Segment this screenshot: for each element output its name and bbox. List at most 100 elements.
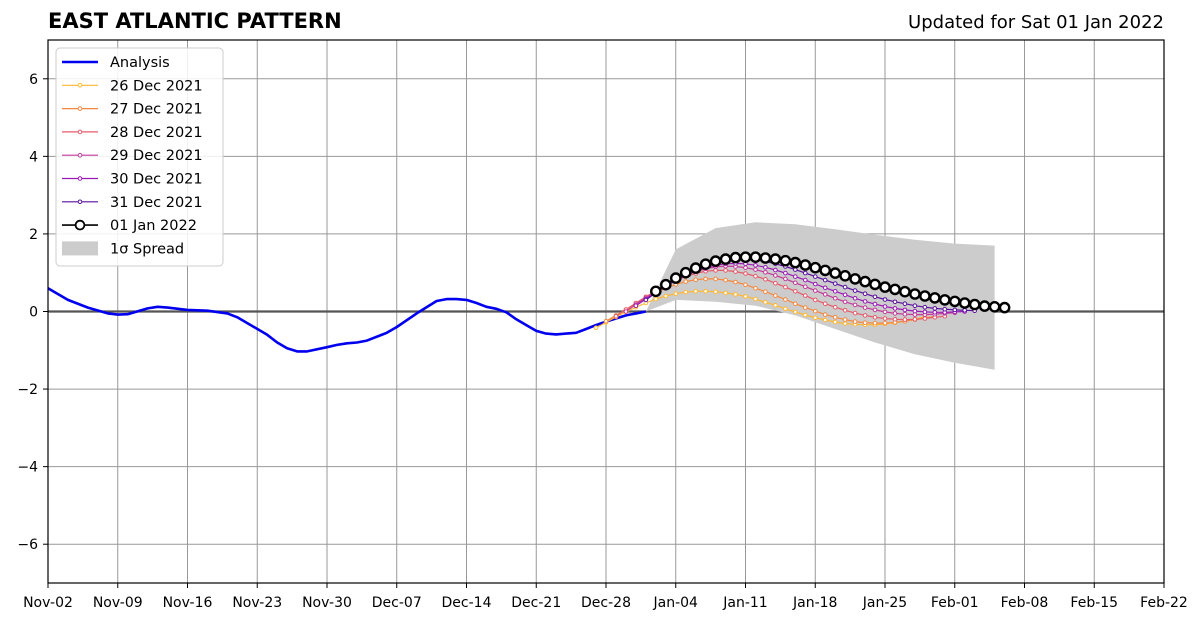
forecast-point xyxy=(643,297,649,303)
forecast-point xyxy=(832,319,838,325)
legend-label: 31 Dec 2021 xyxy=(110,195,203,211)
forecast-point xyxy=(882,309,888,315)
forecast-point xyxy=(822,301,828,307)
legend-label: 27 Dec 2021 xyxy=(110,102,203,118)
legend-label: 01 Jan 2022 xyxy=(110,218,197,234)
forecast-point xyxy=(909,288,921,300)
forecast-point xyxy=(852,302,858,308)
forecast-point xyxy=(753,296,758,302)
forecast-point xyxy=(842,299,848,305)
forecast-point xyxy=(719,253,732,265)
forecast-point xyxy=(832,296,838,301)
forecast-point xyxy=(593,325,599,331)
forecast-point xyxy=(763,265,768,270)
forecast-point xyxy=(793,301,798,307)
x-tick-label: Nov-16 xyxy=(163,595,213,611)
forecast-point xyxy=(939,294,951,306)
forecast-point xyxy=(803,312,808,318)
forecast-point xyxy=(789,256,802,269)
forecast-point xyxy=(660,278,672,291)
forecast-point xyxy=(743,265,748,271)
forecast-point xyxy=(813,288,818,293)
x-tick-label: Feb-01 xyxy=(931,595,979,611)
forecast-point xyxy=(872,294,878,300)
forecast-point xyxy=(703,289,708,294)
forecast-point xyxy=(822,285,828,291)
y-tick-label: 4 xyxy=(29,149,38,165)
forecast-point xyxy=(822,292,828,297)
forecast-point xyxy=(653,296,659,302)
forecast-point xyxy=(773,273,778,278)
forecast-point xyxy=(998,301,1011,314)
forecast-point xyxy=(703,276,708,282)
y-tick-label: 0 xyxy=(29,305,38,321)
forecast-point xyxy=(759,252,772,264)
forecast-point xyxy=(882,304,888,309)
legend-label: 1σ Spread xyxy=(110,241,184,257)
forecast-point xyxy=(713,276,718,282)
forecast-point xyxy=(829,267,842,279)
forecast-point xyxy=(613,313,619,319)
forecast-point xyxy=(813,297,818,303)
forecast-line xyxy=(595,290,926,329)
forecast-point xyxy=(932,310,938,315)
forecast-point xyxy=(929,292,941,304)
forecast-point xyxy=(813,274,818,279)
forecast-point xyxy=(852,296,858,301)
forecast-point xyxy=(882,316,888,321)
forecast-point xyxy=(902,317,908,322)
legend-marker xyxy=(77,83,83,88)
forecast-point xyxy=(902,311,908,317)
forecast-point xyxy=(783,306,788,312)
forecast-point xyxy=(978,300,991,312)
forecast-point xyxy=(819,264,832,277)
forecast-point xyxy=(922,316,928,321)
forecast-point xyxy=(809,261,822,274)
forecast-point xyxy=(773,280,778,286)
x-tick-label: Feb-08 xyxy=(1001,595,1049,611)
legend-box xyxy=(55,47,224,267)
forecast-point xyxy=(859,275,871,288)
forecast-point xyxy=(822,312,828,317)
forecast-point xyxy=(693,277,699,283)
forecast-point xyxy=(723,268,728,273)
forecast-point xyxy=(872,315,878,320)
forecast-point xyxy=(783,270,788,276)
x-tick-label: Nov-09 xyxy=(93,595,143,611)
forecast-point xyxy=(799,259,812,271)
forecast-point xyxy=(832,304,838,310)
forecast-point xyxy=(803,305,808,310)
forecast-point xyxy=(779,254,792,267)
forecast-point xyxy=(879,281,891,293)
forecast-point xyxy=(749,251,762,264)
forecast-point xyxy=(872,307,878,313)
forecast-point xyxy=(633,303,639,309)
y-tick-label: −4 xyxy=(17,460,38,476)
forecast-point xyxy=(832,281,838,286)
y-tick-label: −2 xyxy=(17,382,38,398)
forecast-point xyxy=(842,321,848,326)
forecast-point xyxy=(922,309,928,315)
legend-marker xyxy=(74,219,86,231)
forecast-point xyxy=(733,269,738,274)
x-tick-label: Dec-28 xyxy=(581,595,631,611)
forecast-point xyxy=(793,274,798,279)
forecast-point xyxy=(892,299,898,305)
forecast-point xyxy=(842,308,848,313)
legend-marker xyxy=(77,129,83,135)
forecast-point xyxy=(663,293,669,299)
legend-marker xyxy=(77,199,83,205)
forecast-point xyxy=(683,279,689,284)
forecast-point xyxy=(862,313,868,318)
forecast-point xyxy=(793,309,798,315)
x-tick-label: Nov-02 xyxy=(23,595,73,611)
forecast-point xyxy=(773,267,778,273)
forecast-point xyxy=(958,297,971,309)
forecast-point xyxy=(603,318,609,324)
forecast-point xyxy=(862,291,868,297)
forecast-point xyxy=(942,306,948,312)
forecast-point xyxy=(763,289,768,295)
legend-marker xyxy=(77,176,83,181)
forecast-point xyxy=(783,297,788,302)
x-tick-label: Dec-07 xyxy=(372,595,422,611)
